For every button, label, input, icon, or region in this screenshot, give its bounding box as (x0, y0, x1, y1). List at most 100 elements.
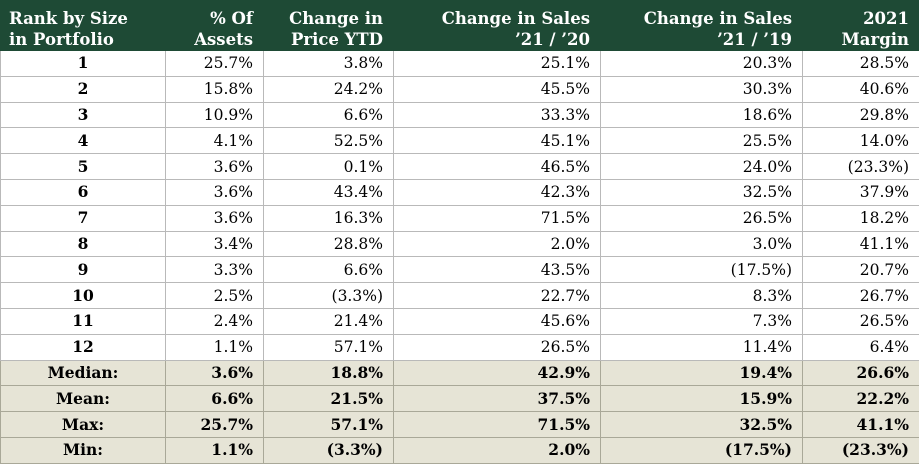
cell-rank: 6 (0, 178, 166, 206)
cell-sales-21-19: (17.5%) (600, 436, 803, 464)
cell-sales-21-19: 15.9% (600, 385, 803, 413)
cell-pct-assets: 25.7% (165, 411, 264, 438)
cell-sales-21-20: 26.5% (393, 333, 601, 361)
cell-sales-21-20: 33.3% (393, 101, 601, 129)
cell-margin-2021: 26.7% (802, 282, 919, 309)
cell-sales-21-19: 20.3% (600, 50, 803, 77)
cell-rank: 11 (0, 307, 166, 335)
cell-price-ytd: 3.8% (263, 50, 394, 77)
cell-sales-21-19: 30.3% (600, 75, 803, 103)
cell-sales-21-19: 8.3% (600, 282, 803, 309)
cell-sales-21-19: 25.5% (600, 127, 803, 155)
cell-sales-21-20: 22.7% (393, 282, 601, 309)
table-row: 12 1.1% 57.1% 26.5% 11.4% 6.4% (0, 333, 919, 361)
summary-row: Max: 25.7% 57.1% 71.5% 32.5% 41.1% (0, 411, 919, 438)
table-row: 5 3.6% 0.1% 46.5% 24.0% (23.3%) (0, 153, 919, 180)
cell-sales-21-19: 26.5% (600, 204, 803, 232)
col-header-pct-assets: % Of Assets (165, 0, 264, 51)
col-header-price-ytd: Change in Price YTD (263, 0, 394, 51)
cell-sales-21-20: 2.0% (393, 230, 601, 258)
col-header-rank: Rank by Size in Portfolio (0, 0, 166, 51)
table-row: 8 3.4% 28.8% 2.0% 3.0% 41.1% (0, 230, 919, 258)
cell-price-ytd: 6.6% (263, 256, 394, 284)
cell-sales-21-19: 18.6% (600, 101, 803, 129)
cell-price-ytd: 43.4% (263, 178, 394, 206)
table-row: 2 15.8% 24.2% 45.5% 30.3% 40.6% (0, 75, 919, 103)
cell-price-ytd: 21.4% (263, 307, 394, 335)
cell-price-ytd: 52.5% (263, 127, 394, 155)
cell-margin-2021: 20.7% (802, 256, 919, 284)
cell-margin-2021: 28.5% (802, 50, 919, 77)
table-row: 1 25.7% 3.8% 25.1% 20.3% 28.5% (0, 50, 919, 77)
table-body: 1 25.7% 3.8% 25.1% 20.3% 28.5% 2 15.8% 24.2% 45.5… (0, 50, 919, 464)
cell-rank: Min: (0, 436, 166, 464)
cell-price-ytd: 16.3% (263, 204, 394, 232)
table-row: 3 10.9% 6.6% 33.3% 18.6% 29.8% (0, 101, 919, 129)
cell-margin-2021: 14.0% (802, 127, 919, 155)
cell-price-ytd: 18.8% (263, 359, 394, 387)
cell-sales-21-20: 25.1% (393, 50, 601, 77)
cell-sales-21-19: 32.5% (600, 411, 803, 438)
cell-sales-21-20: 42.3% (393, 178, 601, 206)
cell-rank: Mean: (0, 385, 166, 413)
table-row: 7 3.6% 16.3% 71.5% 26.5% 18.2% (0, 204, 919, 232)
cell-sales-21-19: 11.4% (600, 333, 803, 361)
cell-rank: 1 (0, 50, 166, 77)
cell-rank: 12 (0, 333, 166, 361)
cell-pct-assets: 2.4% (165, 307, 264, 335)
cell-price-ytd: 24.2% (263, 75, 394, 103)
cell-pct-assets: 6.6% (165, 385, 264, 413)
cell-sales-21-20: 2.0% (393, 436, 601, 464)
col-header-margin-2021: 2021 Margin (802, 0, 919, 51)
table-row: 11 2.4% 21.4% 45.6% 7.3% 26.5% (0, 307, 919, 335)
cell-price-ytd: 6.6% (263, 101, 394, 129)
portfolio-table: Rank by Size in Portfolio % Of Assets Ch… (0, 0, 919, 464)
table-row: 9 3.3% 6.6% 43.5% (17.5%) 20.7% (0, 256, 919, 284)
cell-pct-assets: 3.6% (165, 204, 264, 232)
cell-pct-assets: 15.8% (165, 75, 264, 103)
cell-rank: 4 (0, 127, 166, 155)
cell-pct-assets: 25.7% (165, 50, 264, 77)
cell-rank: Max: (0, 411, 166, 438)
cell-sales-21-19: 7.3% (600, 307, 803, 335)
cell-rank: Median: (0, 359, 166, 387)
cell-price-ytd: 28.8% (263, 230, 394, 258)
table-row: 4 4.1% 52.5% 45.1% 25.5% 14.0% (0, 127, 919, 155)
cell-price-ytd: 0.1% (263, 153, 394, 180)
cell-pct-assets: 1.1% (165, 436, 264, 464)
cell-price-ytd: 57.1% (263, 411, 394, 438)
cell-margin-2021: 29.8% (802, 101, 919, 129)
summary-row: Min: 1.1% (3.3%) 2.0% (17.5%) (23.3%) (0, 436, 919, 464)
cell-rank: 8 (0, 230, 166, 258)
cell-pct-assets: 4.1% (165, 127, 264, 155)
cell-pct-assets: 1.1% (165, 333, 264, 361)
cell-rank: 5 (0, 153, 166, 180)
col-header-sales-21-19: Change in Sales ’21 / ’19 (600, 0, 803, 51)
table-row: 10 2.5% (3.3%) 22.7% 8.3% 26.7% (0, 282, 919, 309)
cell-pct-assets: 10.9% (165, 101, 264, 129)
cell-margin-2021: 6.4% (802, 333, 919, 361)
cell-margin-2021: 26.5% (802, 307, 919, 335)
cell-sales-21-20: 46.5% (393, 153, 601, 180)
cell-price-ytd: 57.1% (263, 333, 394, 361)
cell-margin-2021: 22.2% (802, 385, 919, 413)
cell-sales-21-20: 45.6% (393, 307, 601, 335)
cell-pct-assets: 3.6% (165, 153, 264, 180)
cell-margin-2021: 18.2% (802, 204, 919, 232)
cell-sales-21-20: 43.5% (393, 256, 601, 284)
cell-pct-assets: 3.3% (165, 256, 264, 284)
cell-price-ytd: (3.3%) (263, 436, 394, 464)
cell-margin-2021: 41.1% (802, 230, 919, 258)
cell-price-ytd: (3.3%) (263, 282, 394, 309)
cell-pct-assets: 2.5% (165, 282, 264, 309)
cell-sales-21-20: 71.5% (393, 411, 601, 438)
summary-row: Median: 3.6% 18.8% 42.9% 19.4% 26.6% (0, 359, 919, 387)
cell-sales-21-19: 19.4% (600, 359, 803, 387)
cell-rank: 3 (0, 101, 166, 129)
col-header-sales-21-20: Change in Sales ’21 / ’20 (393, 0, 601, 51)
summary-row: Mean: 6.6% 21.5% 37.5% 15.9% 22.2% (0, 385, 919, 413)
cell-margin-2021: 26.6% (802, 359, 919, 387)
cell-sales-21-20: 45.1% (393, 127, 601, 155)
cell-margin-2021: 37.9% (802, 178, 919, 206)
header-row: Rank by Size in Portfolio % Of Assets Ch… (0, 0, 919, 51)
